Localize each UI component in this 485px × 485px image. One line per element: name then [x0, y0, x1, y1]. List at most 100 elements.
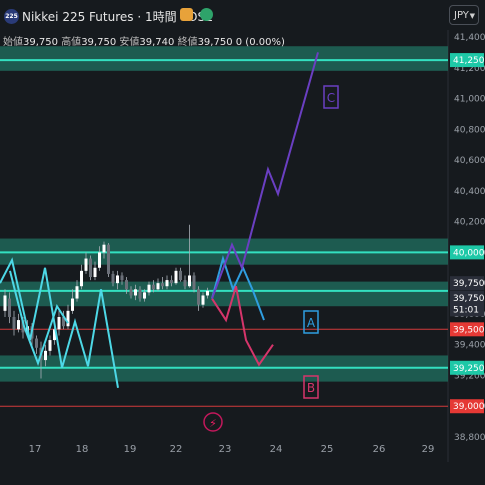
candle-body-39: [179, 270, 182, 281]
candle-body-33: [152, 284, 155, 290]
candle-body-34: [156, 283, 160, 290]
candle-body-13: [62, 317, 65, 327]
candle-body-7: [35, 338, 38, 348]
candle-body-17: [80, 270, 83, 287]
candle-body-43: [197, 289, 200, 305]
open-value: 39,750: [23, 37, 58, 48]
price-badge-bg-0: [450, 53, 484, 68]
zone-band-2: [0, 281, 448, 307]
candle-body-3: [17, 320, 20, 330]
candle-body-35: [161, 283, 164, 287]
scenario-label-0: A: [307, 316, 316, 330]
candle-body-9: [44, 350, 47, 361]
candle-body-0: [3, 295, 7, 311]
candle-body-44: [201, 295, 205, 305]
x-tick-3: 22: [170, 444, 183, 455]
candle-body-31: [143, 292, 146, 299]
candle-body-37: [170, 280, 173, 284]
zone-band-0: [0, 46, 448, 71]
candle-body-14: [66, 310, 70, 327]
candle-body-2: [12, 317, 16, 330]
y-tick-0: 41,400: [454, 33, 485, 43]
candle-body-27: [125, 280, 128, 290]
price-badge-bg-6: [450, 360, 484, 375]
symbol-title[interactable]: Nikkei 225 Futures · 1時間 · OSE: [22, 10, 213, 24]
ohlc-readout: 始値39,750 高値39,750 安値39,740 終値39,750 0 (0…: [3, 33, 285, 48]
price-badge-3: 39,750: [453, 294, 485, 304]
symbol-badge[interactable]: 225: [4, 9, 19, 24]
y-tick-5: 40,400: [454, 187, 485, 197]
x-tick-6: 25: [321, 444, 334, 455]
y-tick-6: 40,200: [454, 218, 485, 228]
price-badge-5: 39,500: [453, 325, 485, 335]
scenario-c-path: [211, 52, 319, 299]
price-badge-2: 39,750: [453, 279, 485, 289]
price-badge-bg-3: [450, 290, 484, 305]
flag-icon[interactable]: [180, 8, 193, 21]
candle-body-38: [174, 270, 178, 284]
candle-body-20: [93, 267, 97, 277]
price-badge-bg-5: [450, 322, 484, 337]
price-badge-1: 40,000: [453, 248, 485, 258]
scenario-label-box-0: [303, 310, 319, 334]
x-tick-4: 23: [219, 444, 232, 455]
chart-header: 225 Nikkei 225 Futures · 1時間 · OSE 始値39,…: [0, 0, 448, 50]
y-tick-11: 39,200: [454, 371, 485, 381]
candle-body-24: [111, 273, 115, 284]
zigzag-cyan-1: [0, 257, 119, 388]
price-badge-bg-4: [450, 302, 484, 317]
candle-body-1: [8, 298, 11, 317]
y-tick-10: 39,400: [454, 341, 485, 351]
candle-body-29: [134, 289, 137, 296]
y-tick-1: 41,200: [454, 64, 485, 74]
scenario-a-path: [211, 255, 265, 321]
scenario-label-1: B: [307, 381, 315, 395]
price-badge-bg-7: [450, 399, 484, 414]
candle-body-45: [206, 290, 209, 296]
y-tick-2: 41,000: [454, 95, 485, 105]
candle-body-26: [120, 275, 124, 281]
candle-body-16: [75, 286, 79, 299]
candle-body-12: [57, 317, 61, 330]
price-badge-6: 39,250: [453, 364, 485, 374]
scenario-label-box-1: [303, 375, 319, 399]
candle-body-11: [53, 329, 56, 341]
high-label: 高値: [61, 37, 82, 48]
x-tick-2: 19: [124, 444, 137, 455]
lightning-icon: ⚡: [209, 417, 217, 430]
candle-body-10: [48, 340, 52, 351]
close-label: 終値: [177, 37, 198, 48]
zigzag-cyan-2: [9, 270, 69, 367]
candle-body-41: [188, 275, 191, 287]
price-badge-4: 51:01: [453, 305, 479, 315]
candle-body-15: [71, 298, 74, 311]
price-badge-bg-2: [450, 276, 484, 291]
candle-body-21: [98, 252, 101, 268]
high-value: 39,750: [81, 37, 117, 48]
candle-body-25: [116, 275, 119, 284]
change-value: 0 (0.00%): [235, 37, 285, 48]
tick-icon[interactable]: [200, 8, 213, 21]
chevron-down-icon: ▼: [469, 12, 475, 20]
candle-body-19: [89, 258, 92, 277]
x-tick-7: 26: [373, 444, 386, 455]
open-label: 始値: [3, 37, 23, 48]
y-tick-3: 40,800: [454, 125, 485, 135]
x-tick-8: 29: [422, 444, 435, 455]
lightning-icon-ring: [203, 412, 223, 432]
candle-body-30: [138, 289, 142, 299]
close-value: 39,750: [197, 37, 233, 48]
y-tick-13: 38,800: [454, 433, 485, 443]
x-tick-1: 18: [76, 444, 89, 455]
y-tick-4: 40,600: [454, 156, 485, 166]
low-value: 39,740: [139, 37, 175, 48]
candle-body-28: [129, 289, 133, 296]
candle-body-18: [84, 258, 88, 271]
price-badge-7: 39,000: [453, 402, 485, 412]
candle-body-32: [147, 284, 151, 293]
candle-body-22: [102, 244, 106, 253]
candle-body-36: [165, 280, 169, 287]
currency-label: JPY: [454, 10, 469, 21]
currency-button[interactable]: JPY ▼: [449, 5, 479, 25]
